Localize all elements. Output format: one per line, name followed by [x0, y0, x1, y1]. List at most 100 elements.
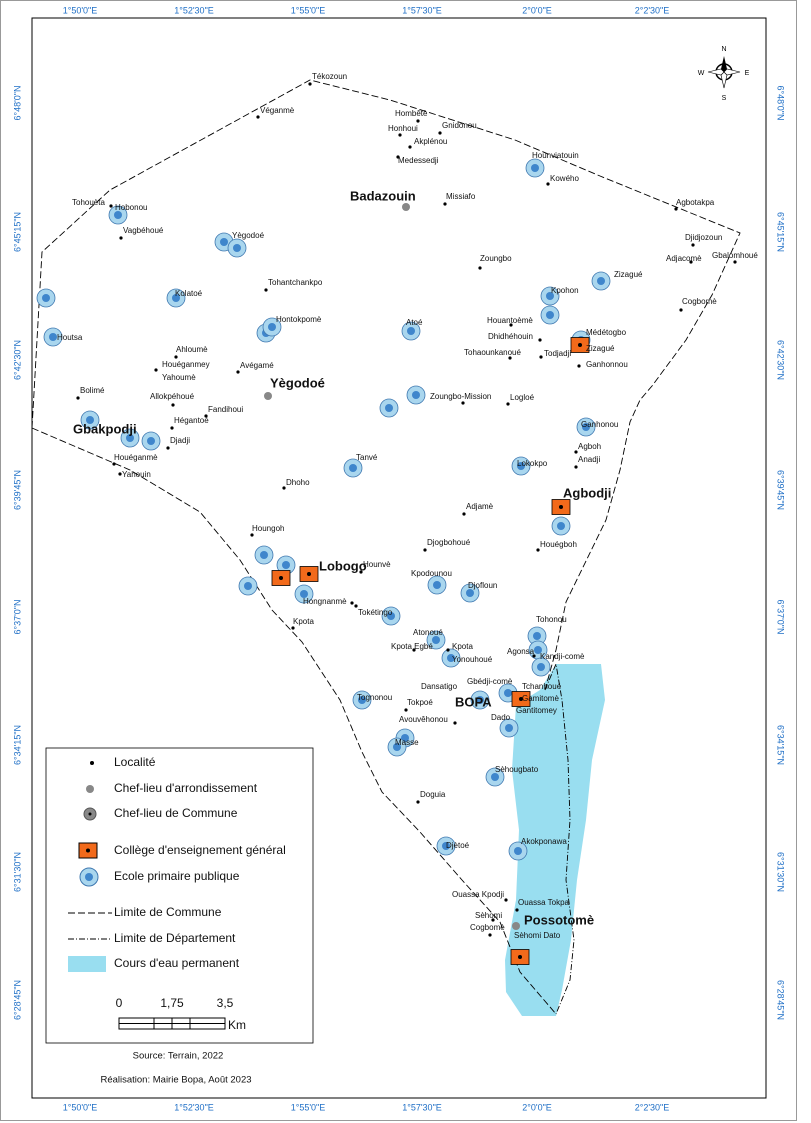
- locality-dot: [506, 402, 510, 406]
- locality-dot: [515, 908, 519, 912]
- school-dot: [86, 416, 94, 424]
- locality-label: Djogbohoué: [427, 538, 471, 547]
- locality-label: Atonoué: [413, 628, 443, 637]
- locality-label: Kolatoé: [175, 289, 203, 298]
- latitude-label: 6°42'30"N: [12, 340, 22, 380]
- locality-dot: [174, 355, 178, 359]
- longitude-label: 2°0'0"E: [522, 5, 552, 15]
- school-dot: [557, 522, 565, 530]
- longitude-label: 2°0'0"E: [522, 1102, 552, 1112]
- school-dot: [546, 292, 554, 300]
- locality-label: Zizagué: [586, 344, 615, 353]
- locality-label: Todjadji: [544, 349, 571, 358]
- locality-label: Bolimé: [80, 386, 105, 395]
- locality-dot: [359, 570, 363, 574]
- locality-label: Atoé: [406, 318, 423, 327]
- scale-label: 1,75: [160, 996, 184, 1010]
- school-dot: [491, 773, 499, 781]
- locality-label: Zizagué: [614, 270, 643, 279]
- locality-dot: [76, 396, 80, 400]
- locality-dot: [350, 601, 354, 605]
- latitude-label: 6°28'45"N: [776, 980, 786, 1020]
- legend-symbol: [86, 848, 90, 853]
- school-dot: [260, 551, 268, 559]
- locality-label: Lokokpo: [517, 459, 548, 468]
- chef-lieu-dot: [402, 203, 410, 211]
- locality-label: Sèhougbato: [495, 765, 539, 774]
- latitude-label: 6°34'15"N: [776, 725, 786, 765]
- latitude-label: 6°34'15"N: [12, 725, 22, 765]
- school-dot: [432, 636, 440, 644]
- longitude-label: 2°2'30"E: [635, 5, 670, 15]
- latitude-label: 6°37'0"N: [12, 599, 22, 634]
- locality-label: Tohantchankpo: [268, 278, 323, 287]
- locality-dot: [416, 119, 420, 123]
- source: Source: Terrain, 2022: [133, 1051, 224, 1062]
- locality-dot: [250, 533, 254, 537]
- locality-label: Ahloumè: [176, 345, 208, 354]
- longitude-label: 1°57'30"E: [402, 5, 442, 15]
- locality-dot: [236, 370, 240, 374]
- locality-label: Akplénou: [414, 137, 447, 146]
- locality-label: Masse: [395, 738, 419, 747]
- locality-label: Djidjozoun: [685, 233, 722, 242]
- locality-label: Kowého: [550, 174, 579, 183]
- graticule-labels: 1°50'0"E 1°50'0"E 1°52'30"E 1°52'30"E 1°55'0…: [12, 5, 785, 1112]
- locality-label: Médétogbo: [586, 328, 627, 337]
- chef-lieu-label: BOPA: [455, 694, 492, 709]
- locality-label: Tohonou: [536, 615, 567, 624]
- locality-label: Adjacomè: [666, 254, 702, 263]
- locality-label: Logloé: [510, 393, 535, 402]
- college-dot: [559, 505, 563, 509]
- longitude-label: 1°50'0"E: [63, 5, 98, 15]
- school-dot: [387, 612, 395, 620]
- locality-label: Kpota Egbé: [391, 642, 433, 651]
- legend-box: [45, 747, 314, 1044]
- school-dot: [533, 632, 541, 640]
- locality-label: Djofloun: [468, 581, 497, 590]
- locality-label: Yahouin: [122, 470, 151, 479]
- water-layer: [505, 664, 605, 1016]
- locality-label: Hombêtè: [395, 109, 428, 118]
- locality-label: Ouassa Kpodji: [452, 890, 504, 899]
- scale-label: 0: [116, 996, 123, 1010]
- locality-dot: [574, 450, 578, 454]
- school-dot: [476, 696, 484, 704]
- school-dot: [300, 590, 308, 598]
- locality-dot: [679, 308, 683, 312]
- school-dot: [233, 244, 241, 252]
- school-dot: [412, 391, 420, 399]
- locality-dot: [256, 115, 260, 119]
- locality-dot: [264, 288, 268, 292]
- locality-dot: [536, 548, 540, 552]
- locality-label: Houéganmey: [162, 360, 210, 369]
- locality-label: Hontokpomè: [276, 315, 322, 324]
- school-dot: [358, 696, 366, 704]
- chef-lieu-dot: [512, 922, 520, 930]
- locality-dot: [171, 403, 175, 407]
- locality-label: Tognonou: [357, 693, 392, 702]
- locality-dot: [308, 82, 312, 86]
- chef-lieu-label: Agbodji: [563, 485, 611, 500]
- legend-symbol: [88, 812, 92, 816]
- locality-dot: [170, 426, 174, 430]
- locality-label: Agbotakpa: [676, 198, 715, 207]
- school-dot: [466, 589, 474, 597]
- locality-label: Honhoui: [388, 124, 418, 133]
- locality-dot: [443, 202, 447, 206]
- legend-label: Localité: [114, 755, 156, 769]
- school-dot: [597, 277, 605, 285]
- longitude-label: 1°55'0"E: [291, 5, 326, 15]
- north-arrow: N E S W: [698, 46, 750, 102]
- locality-label: Hobonou: [115, 203, 147, 212]
- chef-lieu-label: Yègodoé: [270, 375, 325, 390]
- school-dot: [504, 689, 512, 697]
- school-dot: [220, 238, 228, 246]
- locality-label: Yonouhoué: [452, 655, 493, 664]
- locality-label: Hongnanmè: [303, 597, 347, 606]
- locality-dot: [462, 512, 466, 516]
- school-dot: [546, 311, 554, 319]
- locality-dot: [396, 155, 400, 159]
- school-dot: [49, 333, 57, 341]
